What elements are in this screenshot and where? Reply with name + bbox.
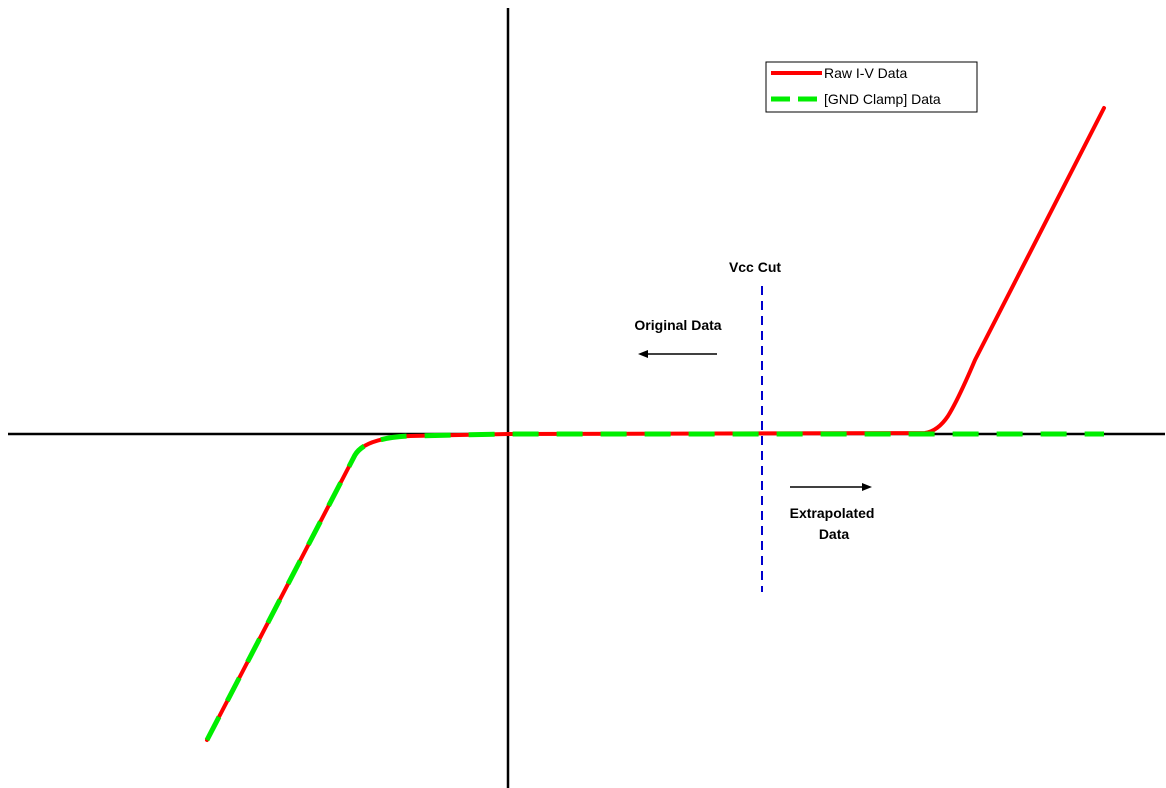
- legend-raw-label: Raw I-V Data: [824, 65, 907, 81]
- legend-clamp-label: [GND Clamp] Data: [824, 91, 941, 107]
- legend: Raw I-V Data [GND Clamp] Data: [765, 61, 978, 113]
- original-data-label: Original Data: [634, 317, 721, 333]
- extrapolated-data-line1: Extrapolated: [790, 505, 875, 521]
- right-arrow-icon: [790, 483, 872, 491]
- vcc-cut-label: Vcc Cut: [729, 259, 781, 275]
- extrapolated-data-line2: Data: [819, 526, 850, 542]
- raw-iv-curve: [205, 106, 1106, 742]
- left-arrow-icon: [638, 350, 717, 358]
- gnd-clamp-curve: [204, 431, 1104, 742]
- extrapolated-data-label: Extrapolated Data: [790, 505, 879, 542]
- legend-box: [765, 61, 978, 113]
